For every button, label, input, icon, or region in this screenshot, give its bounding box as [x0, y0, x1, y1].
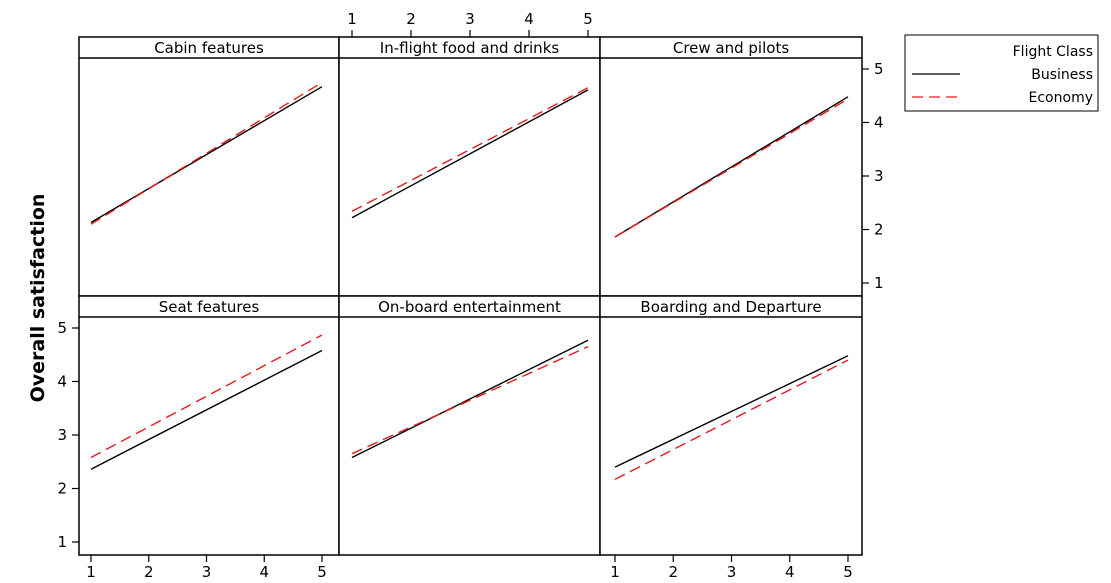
y-tick-label-left-4: 4	[57, 373, 67, 391]
y-tick-label-left-5: 5	[57, 319, 67, 337]
y-tick-label-right-1: 1	[874, 274, 884, 292]
series-line-business-seat-features	[90, 349, 323, 470]
series-line-business-in-flight-food-and-drinks	[351, 89, 589, 219]
x-tick-label-bottom-0-5: 5	[317, 563, 327, 581]
panel-title-in-flight-food-and-drinks: In-flight food and drinks	[380, 39, 560, 57]
panel-title-boarding-and-departure: Boarding and Departure	[640, 298, 821, 316]
y-tick-label-right-5: 5	[874, 60, 884, 78]
x-tick-label-bottom-2-4: 4	[785, 563, 795, 581]
panel-frame-cabin-features	[78, 36, 340, 297]
series-line-economy-boarding-and-departure	[614, 359, 849, 481]
series-line-economy-seat-features	[90, 334, 323, 459]
panel-title-cabin-features: Cabin features	[154, 39, 264, 57]
panel-title-seat-features: Seat features	[159, 298, 260, 316]
y-tick-label-right-3: 3	[874, 167, 884, 185]
panels-group: Cabin features In-flight food and drinks C…	[57, 10, 883, 581]
x-tick-label-top-1: 1	[347, 10, 357, 28]
series-line-business-on-board-entertainment	[351, 339, 589, 459]
y-tick-label-left-3: 3	[57, 426, 67, 444]
x-tick-label-top-2: 2	[406, 10, 416, 28]
series-line-economy-crew-and-pilots	[614, 98, 849, 238]
x-tick-label-top-3: 3	[465, 10, 475, 28]
panel-frame-seat-features	[78, 295, 340, 556]
series-line-economy-in-flight-food-and-drinks	[351, 87, 589, 212]
x-tick-label-bottom-2-2: 2	[668, 563, 678, 581]
panel-frame-boarding-and-departure	[599, 295, 863, 556]
series-line-business-crew-and-pilots	[614, 96, 849, 238]
x-tick-label-bottom-0-3: 3	[202, 563, 212, 581]
x-tick-label-bottom-2-5: 5	[843, 563, 853, 581]
legend: Flight Class Business Economy	[904, 34, 1099, 112]
y-tick-label-right-2: 2	[874, 221, 884, 239]
y-tick-label-left-2: 2	[57, 480, 67, 498]
x-tick-label-bottom-2-1: 1	[610, 563, 620, 581]
x-tick-label-bottom-0-2: 2	[144, 563, 154, 581]
series-line-business-cabin-features	[90, 86, 323, 224]
y-tick-label-right-4: 4	[874, 114, 884, 132]
panel-title-crew-and-pilots: Crew and pilots	[673, 39, 789, 57]
x-tick-label-bottom-2-3: 3	[727, 563, 737, 581]
series-line-business-boarding-and-departure	[614, 355, 849, 468]
legend-title: Flight Class	[1013, 44, 1093, 60]
panel-frame-on-board-entertainment	[338, 295, 601, 556]
series-line-economy-on-board-entertainment	[351, 346, 589, 455]
x-tick-label-bottom-0-1: 1	[86, 563, 96, 581]
x-tick-label-top-5: 5	[583, 10, 593, 28]
y-axis-label: Overall satisfaction	[27, 194, 49, 403]
panel-title-on-board-entertainment: On-board entertainment	[378, 298, 561, 316]
series-line-economy-cabin-features	[90, 81, 323, 225]
legend-label-business: Business	[1031, 67, 1093, 83]
y-tick-label-left-1: 1	[57, 533, 67, 551]
x-tick-label-top-4: 4	[524, 10, 534, 28]
legend-box	[904, 34, 1099, 112]
x-tick-label-bottom-0-4: 4	[259, 563, 269, 581]
legend-label-economy: Economy	[1029, 90, 1093, 106]
panel-frame-in-flight-food-and-drinks	[338, 36, 601, 297]
